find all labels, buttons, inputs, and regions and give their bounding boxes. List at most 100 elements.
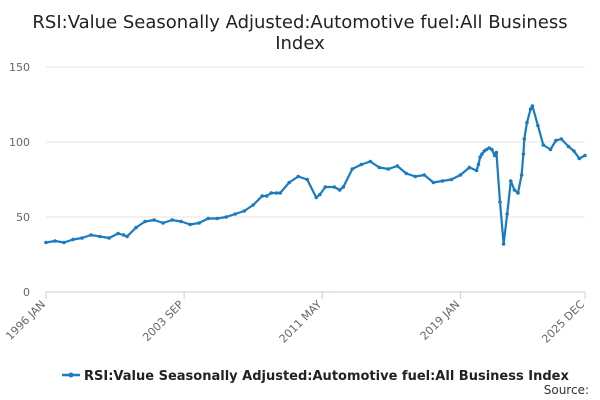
data-point[interactable] [350,167,355,171]
data-point[interactable] [251,203,255,207]
data-point[interactable] [53,239,57,243]
data-point[interactable] [341,185,346,189]
data-point[interactable] [197,221,201,225]
data-point[interactable] [264,194,269,198]
data-point[interactable] [440,179,445,183]
data-point[interactable] [62,240,66,245]
data-point[interactable] [566,144,571,149]
data-point[interactable] [474,168,479,173]
data-point[interactable] [125,234,129,239]
data-point[interactable] [152,218,156,222]
data-point[interactable] [404,171,409,176]
data-point[interactable] [530,104,535,108]
data-point[interactable] [116,231,120,236]
data-point[interactable] [505,212,510,216]
data-point[interactable] [89,233,93,237]
data-point[interactable] [541,143,546,147]
y-tick-label-150: 150 [9,61,30,74]
data-point[interactable] [519,173,524,177]
x-tick-label-1: 2003 SEP [140,298,186,344]
data-point[interactable] [170,218,174,222]
data-point[interactable] [98,234,102,239]
legend[interactable]: RSI:Value Seasonally Adjusted:Automotive… [62,369,569,384]
data-point[interactable] [413,174,418,179]
data-point[interactable] [318,192,322,197]
data-point[interactable] [494,150,499,155]
data-point[interactable] [121,233,126,237]
legend-marker [68,372,74,378]
data-point[interactable] [71,237,75,242]
data-point[interactable] [287,180,292,185]
chart-title-line-2: Index [275,33,325,54]
data-point[interactable] [525,120,529,125]
data-point[interactable] [548,147,553,152]
gridlines [46,66,585,293]
data-point[interactable] [215,216,219,221]
source-label[interactable]: Source: [544,383,589,397]
data-point[interactable] [484,147,489,152]
data-point[interactable] [522,137,527,141]
data-point[interactable] [332,185,337,189]
data-point[interactable] [458,173,463,177]
data-point[interactable] [224,215,228,219]
data-point[interactable] [296,174,301,179]
data-point[interactable] [305,177,310,182]
data-point[interactable] [323,185,328,189]
series-line-0[interactable] [44,104,587,246]
data-point[interactable] [431,180,436,185]
data-point[interactable] [501,242,506,246]
data-point[interactable] [422,173,427,177]
data-point[interactable] [386,167,391,171]
data-point[interactable] [179,219,183,224]
data-point[interactable] [161,221,165,225]
data-point[interactable] [554,138,558,143]
data-point[interactable] [107,236,111,240]
data-point[interactable] [337,188,342,192]
data-point[interactable] [528,107,533,111]
chart-title-line-1: RSI:Value Seasonally Adjusted:Automotive… [32,12,567,33]
data-point[interactable] [368,159,373,164]
x-tick-label-0: 1996 JAN [3,298,48,343]
data-point[interactable] [559,137,564,141]
x-tick-label-3: 2019 JAN [418,298,463,343]
data-point[interactable] [492,153,497,158]
data-point[interactable] [490,147,494,152]
data-point[interactable] [512,188,517,192]
data-point[interactable] [44,240,48,245]
data-point[interactable] [521,152,526,156]
data-point[interactable] [260,194,265,198]
data-point[interactable] [377,165,382,170]
data-point[interactable] [449,177,454,182]
data-point[interactable] [359,162,364,167]
y-tick-label-50: 50 [16,211,30,224]
data-point[interactable] [242,209,246,213]
data-point[interactable] [583,153,587,158]
legend-label: RSI:Value Seasonally Adjusted:Automotive… [84,369,569,384]
y-tick-label-0: 0 [23,286,30,299]
data-point[interactable] [487,146,492,150]
data-point[interactable] [476,162,481,167]
data-point[interactable] [314,195,319,200]
data-point[interactable] [80,236,84,240]
data-point[interactable] [536,123,540,128]
data-point[interactable] [134,225,138,230]
data-point[interactable] [572,149,576,153]
x-tick-label-2: 2011 MAY [277,298,325,346]
data-point[interactable] [188,222,192,227]
data-point[interactable] [516,191,520,195]
data-point[interactable] [509,179,513,183]
data-point[interactable] [467,165,472,170]
data-point[interactable] [278,191,283,195]
data-point[interactable] [269,191,274,195]
data-point[interactable] [143,219,147,224]
data-point[interactable] [274,191,279,195]
data-point[interactable] [498,200,502,204]
data-point[interactable] [577,156,582,161]
data-point[interactable] [206,216,210,221]
data-point[interactable] [395,164,400,168]
data-point[interactable] [233,212,237,216]
data-point[interactable] [480,152,484,156]
series-layer [44,104,587,246]
data-point[interactable] [478,155,483,159]
